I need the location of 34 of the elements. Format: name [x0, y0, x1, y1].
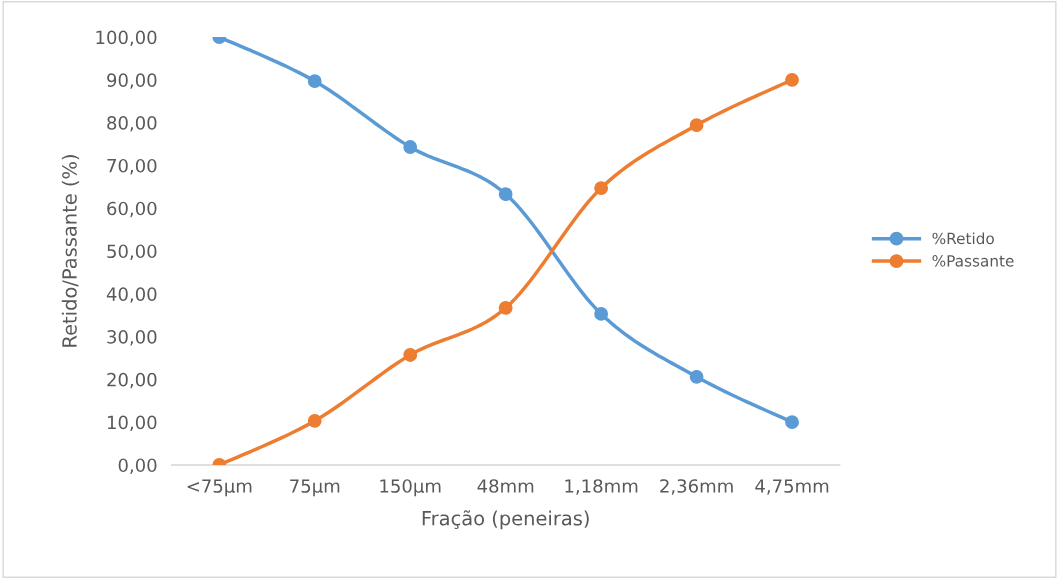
x-tick-label: 1,18mm: [565, 479, 638, 495]
point: [498, 300, 513, 315]
point: [403, 348, 418, 362]
x-tick-label: <75µm: [187, 479, 252, 497]
point: [498, 187, 513, 201]
point: [785, 415, 799, 430]
x-tick-label: 2,36mm: [660, 479, 733, 495]
x-tick-label: 4,75mm: [755, 479, 829, 495]
x-tick-label: 75µm: [290, 479, 340, 497]
y-tick-label: 40,00: [106, 287, 157, 303]
point: [785, 72, 799, 87]
y-tick-label: 20,00: [107, 372, 157, 389]
point: [307, 74, 322, 89]
point: [307, 413, 322, 428]
point: [689, 369, 704, 384]
point: [594, 181, 609, 196]
x-axis-title: Fração (peneiras): [422, 510, 589, 530]
y-tick-label: 80,00: [107, 116, 157, 132]
point: [403, 140, 418, 154]
x-tick-label: 150µm: [380, 479, 441, 497]
point: [594, 306, 609, 321]
y-tick-label: 0,00: [118, 458, 157, 474]
legend-label: %Passante: [932, 255, 1014, 267]
y-tick-label: 90,00: [107, 73, 157, 89]
point: [689, 118, 704, 133]
y-tick-label: 70,00: [107, 158, 157, 175]
y-tick-label: 30,00: [107, 330, 157, 346]
y-axis-title: Retido/Passante (%): [61, 155, 80, 347]
legend-label: %Retido: [932, 232, 994, 245]
y-tick-label: 100,00: [96, 30, 157, 47]
y-tick-label: 10,00: [107, 415, 157, 432]
x-tick-label: 48mm: [477, 479, 534, 493]
y-tick-label: 50,00: [107, 244, 157, 260]
y-tick-label: 60,00: [107, 201, 157, 218]
